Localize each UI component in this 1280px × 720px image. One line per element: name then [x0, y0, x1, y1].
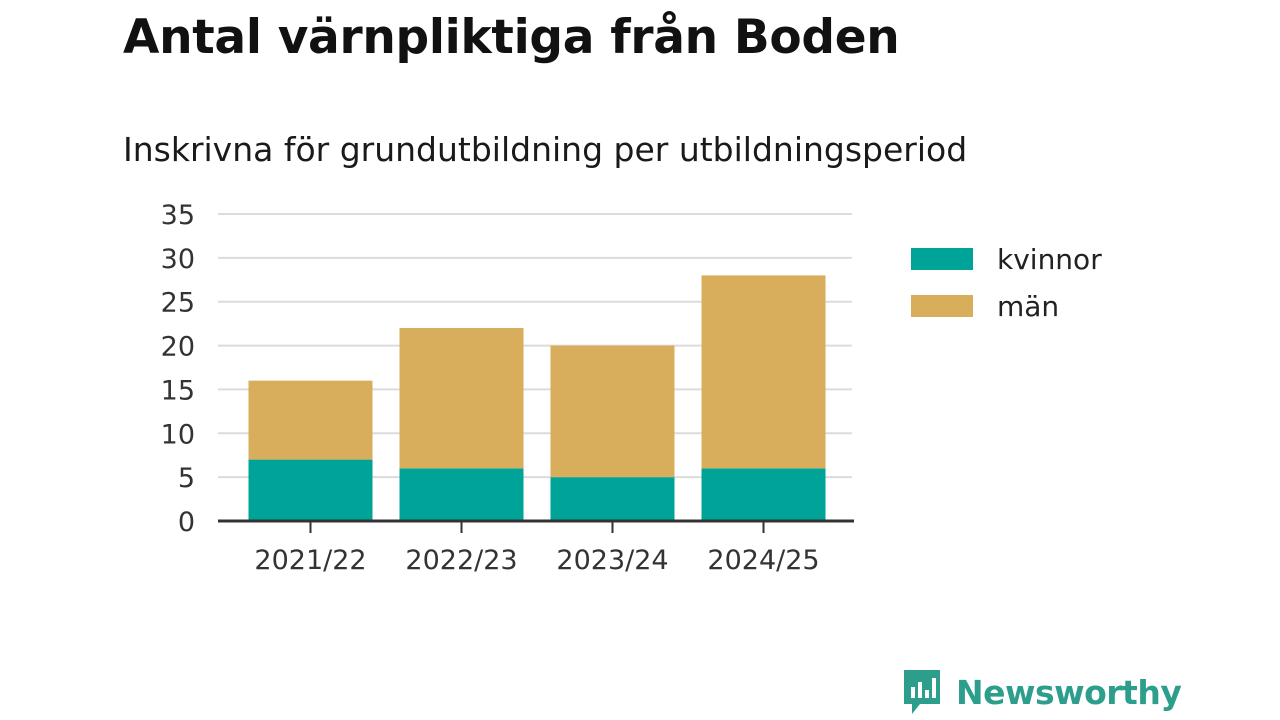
- chart-subtitle: Inskrivna för grundutbildning per utbild…: [123, 130, 968, 169]
- bar-man-3: [550, 345, 675, 478]
- y-tick-label: 10: [161, 419, 195, 450]
- y-tick-label: 15: [161, 375, 195, 406]
- y-tick-label: 30: [161, 244, 195, 275]
- bar-chart-speech-bubble-icon: [904, 670, 940, 714]
- bar-kvinnor-3: [550, 477, 675, 521]
- bar-kvinnor-2: [399, 468, 524, 521]
- bar-man-2: [399, 328, 524, 469]
- chart-title: Antal värnpliktiga från Boden: [123, 10, 900, 65]
- y-axis-ticks: 0 5 10 15 20 25 30 35: [161, 200, 195, 538]
- bars: [248, 275, 826, 521]
- legend-swatch-kvinnor: [911, 248, 973, 270]
- bar-man-1: [248, 380, 373, 460]
- bar-kvinnor-4: [701, 468, 826, 521]
- y-tick-label: 0: [178, 507, 195, 538]
- x-tick-label: 2021/22: [254, 545, 366, 576]
- legend: kvinnor män: [911, 243, 1102, 323]
- y-tick-label: 25: [161, 288, 195, 319]
- y-tick-label: 35: [161, 200, 195, 231]
- x-tick-label: 2022/23: [405, 545, 517, 576]
- legend-label-man: män: [997, 290, 1059, 323]
- newsworthy-logo[interactable]: Newsworthy: [902, 668, 1182, 716]
- x-axis-ticks: 2021/22 2022/23 2023/24 2024/25: [254, 521, 820, 576]
- x-tick-label: 2023/24: [556, 545, 668, 576]
- x-tick-label: 2024/25: [707, 545, 819, 576]
- bar-kvinnor-1: [248, 459, 373, 521]
- legend-label-kvinnor: kvinnor: [997, 243, 1102, 276]
- y-tick-label: 20: [161, 332, 195, 363]
- brand-name: Newsworthy: [956, 672, 1182, 712]
- y-tick-label: 5: [178, 463, 195, 494]
- legend-swatch-man: [911, 295, 973, 317]
- bar-man-4: [701, 275, 826, 469]
